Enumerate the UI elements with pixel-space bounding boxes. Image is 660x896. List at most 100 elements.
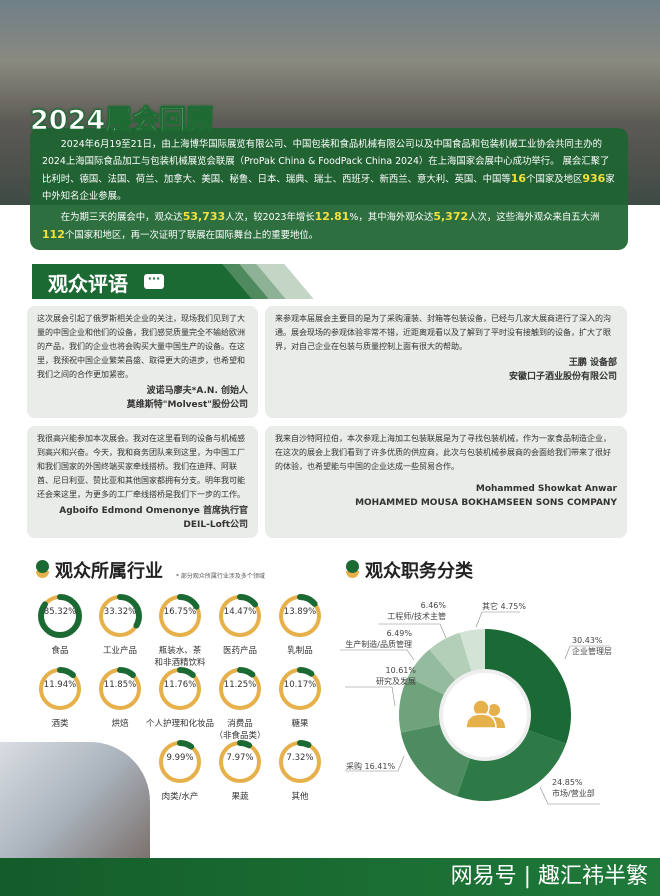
testimonial-card: 我来自沙特阿拉伯，本次参观上海加工包装联展是为了寻找包装机械，作为一家食品制造企… xyxy=(265,426,627,538)
testimonial-grid: 这次展会引起了俄罗斯相关企业的关注，现场我们见到了大量的中国企业和他们的设备，我… xyxy=(27,306,627,538)
industry-item: 11.94% 酒类 xyxy=(25,665,95,730)
industry-label: 肉类/水产 xyxy=(161,792,199,802)
industry-value: 85.32% xyxy=(43,607,77,617)
visitors-photo xyxy=(0,742,150,862)
job-donut-slice xyxy=(429,632,473,683)
industry-donut xyxy=(218,667,262,711)
industry-label: 工业产品 xyxy=(102,646,137,656)
job-donut-label: 10.61% 研究及发展 xyxy=(376,666,416,686)
footer-watermark: 网易号 | 趣汇祎半繁 xyxy=(0,858,660,896)
industry-donut-arc xyxy=(278,667,322,711)
testimonial-author: Agboifo Edmond Omenonye 首席执行官 xyxy=(59,506,248,516)
testimonial-text: 我很高兴能参加本次展会。我对在这里看到的设备与机械感到高兴和兴奋。今天，我和商务… xyxy=(37,434,245,499)
job-donut-slice xyxy=(456,729,567,801)
industry-donut-arc xyxy=(98,667,142,711)
job-donut-slice xyxy=(400,723,472,797)
industry-item: 11.25% 消费品 （非食品类） xyxy=(205,665,275,742)
industry-donut xyxy=(38,594,82,638)
industry-label: 瓶装水、茶 和非酒精饮料 xyxy=(154,646,206,668)
industry-item: 7.97% 果蔬 xyxy=(205,738,275,803)
job-donut-slice xyxy=(485,629,571,744)
industry-value: 13.89% xyxy=(283,607,317,617)
industry-donut xyxy=(98,594,142,638)
leader-line xyxy=(475,611,520,628)
industry-value: 10.17% xyxy=(283,680,317,690)
recap-paragraph-1: 2024年6月19至21日，由上海博华国际展览有限公司、中国包装和食品机械有限公… xyxy=(42,139,615,202)
industry-value: 7.32% xyxy=(286,753,314,763)
industry-item: 16.75% 瓶装水、茶 和非酒精饮料 xyxy=(145,592,215,669)
industry-item: 33.32% 工业产品 xyxy=(85,592,155,657)
industry-label: 糖果 xyxy=(291,719,309,729)
testimonial-company: DEIL-Loft公司 xyxy=(183,520,248,530)
testimonial-author: 王鹏 设备部 xyxy=(568,358,617,368)
industry-item: 11.76% 个人护理和化妆品 xyxy=(145,665,215,730)
industry-label: 个人护理和化妆品 xyxy=(145,719,214,729)
industry-label: 果蔬 xyxy=(231,792,249,802)
recap-box: 2024年6月19至21日，由上海博华国际展览有限公司、中国包装和食品机械有限公… xyxy=(30,128,628,250)
industry-donut xyxy=(158,740,202,784)
testimonial-company: 莫维斯特"Molvest"股份公司 xyxy=(126,400,248,410)
industry-value: 16.75% xyxy=(163,607,197,617)
testimonial-card: 来参观本届展会主要目的是为了采购灌装、封箱等包装设备，已经与几家大展商进行了深入… xyxy=(265,306,627,418)
industry-item: 13.89% 乳制品 xyxy=(265,592,335,657)
industry-donut xyxy=(278,667,322,711)
industry-label: 食品 xyxy=(51,646,69,656)
industry-value: 33.32% xyxy=(103,607,137,617)
section-bullet-icon xyxy=(346,560,360,578)
industry-item: 11.85% 烘焙 xyxy=(85,665,155,730)
industry-donut-arc xyxy=(38,667,82,711)
people-icon xyxy=(465,699,505,729)
testimonials-banner: 观众评语 ··· xyxy=(32,264,314,299)
testimonial-text: 这次展会引起了俄罗斯相关企业的关注，现场我们见到了大量的中国企业和他们的设备，我… xyxy=(37,314,245,379)
industry-donut xyxy=(158,667,202,711)
job-donut-label: 6.49% 生产制造/品质管理 xyxy=(345,629,412,649)
job-donut-slice xyxy=(459,629,485,675)
testimonial-text: 我来自沙特阿拉伯，本次参观上海加工包装联展是为了寻找包装机械，作为一家食品制造企… xyxy=(275,434,611,471)
industry-value: 11.94% xyxy=(43,680,77,690)
industry-donut xyxy=(158,594,202,638)
job-donut-label: 其它 4.75% xyxy=(482,602,526,611)
industry-donut xyxy=(278,594,322,638)
industry-label: 医药产品 xyxy=(222,646,257,656)
industry-value: 9.99% xyxy=(166,753,194,763)
industry-donut-arc xyxy=(218,740,262,784)
recap-paragraph-2: 在为期三天的展会中，观众达53,733人次，较2023年增长12.81%，其中海… xyxy=(42,210,600,241)
leader-line xyxy=(345,686,396,707)
industry-donut-arc xyxy=(158,594,202,638)
testimonial-author: 波诺马廖夫*A.N. 创始人 xyxy=(146,386,248,396)
industry-title: 观众所属行业 xyxy=(55,561,163,582)
industry-donut xyxy=(218,594,262,638)
industry-donut-arc xyxy=(158,740,202,784)
testimonial-text: 来参观本届展会主要目的是为了采购灌装、封箱等包装设备，已经与几家大展商进行了深入… xyxy=(275,314,611,351)
industry-value: 14.47% xyxy=(223,607,257,617)
industry-value: 11.85% xyxy=(103,680,137,690)
industry-item: 14.47% 医药产品 xyxy=(205,592,275,657)
job-donut-label: 采购 16.41% xyxy=(346,762,396,771)
job-donut-label: 24.85% 市场/营业部 xyxy=(552,778,595,798)
industry-donut xyxy=(278,740,322,784)
section-bullet-icon xyxy=(36,560,50,578)
industry-item: 85.32% 食品 xyxy=(25,592,95,657)
industry-donut-arc xyxy=(38,594,82,638)
leader-line xyxy=(340,649,415,661)
testimonial-company: 安徽口子酒业股份有限公司 xyxy=(508,372,617,382)
industry-value: 11.76% xyxy=(163,680,197,690)
industry-donut-arc xyxy=(218,594,262,638)
testimonial-company: MOHAMMED MOUSA BOKHAMSEEN SONS COMPANY xyxy=(355,498,617,508)
industry-donut xyxy=(38,667,82,711)
industry-donut-arc xyxy=(278,740,322,784)
speech-bubble-icon: ··· xyxy=(144,273,164,289)
job-donut-label: 30.43% 企业管理层 xyxy=(572,636,612,656)
industry-item: 7.32% 其他 xyxy=(265,738,335,803)
page-title: 2024展会回顾 xyxy=(29,105,214,137)
industry-donut xyxy=(218,740,262,784)
industry-label: 其他 xyxy=(291,792,309,802)
industry-donut xyxy=(98,667,142,711)
industry-donut-arc xyxy=(218,667,262,711)
industry-label: 消费品 （非食品类） xyxy=(214,719,266,741)
job-title-chart-title: 观众职务分类 xyxy=(365,561,473,582)
industry-item: 10.17% 糖果 xyxy=(265,665,335,730)
job-donut-label: 6.46% 工程师/技术主管 xyxy=(387,601,446,621)
testimonial-card: 我很高兴能参加本次展会。我对在这里看到的设备与机械感到高兴和兴奋。今天，我和商务… xyxy=(27,426,258,538)
industry-label: 烘焙 xyxy=(111,719,129,729)
